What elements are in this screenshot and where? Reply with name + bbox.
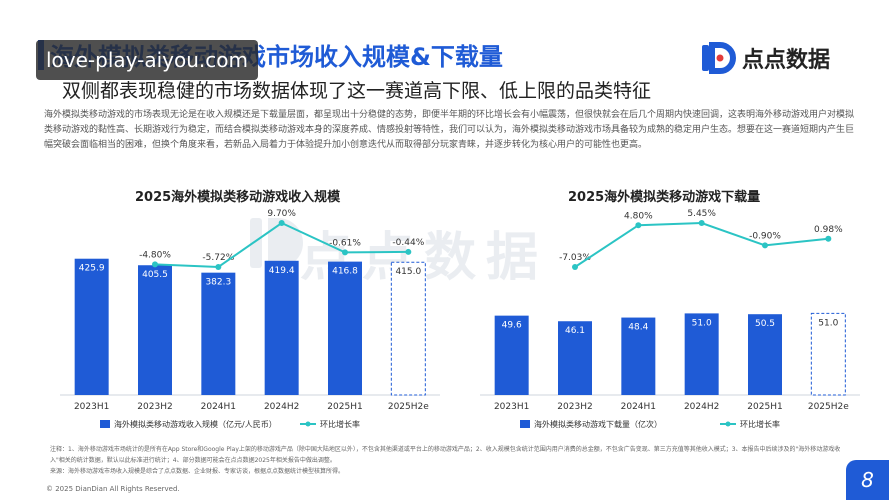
downloads-chart-title: 2025海外模拟类移动游戏下载量 [568, 190, 761, 205]
page-subtitle: 双侧都表现稳健的市场数据体现了这一赛道高下限、低上限的品类特征 [62, 80, 652, 102]
diandian-logo-icon [702, 42, 736, 74]
x-tick-label: 2024H2 [264, 402, 299, 412]
growth-rate-label: -7.03% [559, 253, 591, 263]
x-tick-label: 2023H1 [74, 402, 109, 412]
bar [684, 313, 719, 395]
x-tick-label: 2025H1 [327, 402, 362, 412]
growth-rate-label: -5.72% [202, 253, 234, 263]
x-tick-label: 2024H1 [621, 402, 656, 412]
growth-rate-point [278, 220, 285, 226]
bar [328, 261, 362, 395]
bar-value-label: 419.4 [269, 266, 295, 276]
footnote-notes: 注释：1、海外移动游戏市场统计的是所有在App Store和Google Pla… [50, 446, 841, 464]
growth-rate-label: -0.44% [392, 238, 424, 248]
x-tick-label: 2025H2e [808, 402, 849, 412]
bar [494, 315, 529, 395]
x-tick-label: 2023H2 [557, 402, 592, 412]
bar-value-label: 48.4 [628, 323, 648, 333]
legend-bar-swatch [520, 420, 530, 428]
legend-line-label: 环比增长率 [320, 419, 360, 429]
footnote-source: 来源：海外移动游戏市场收入规模是综合了点点数据、企业财报、专家访谈，根据点点数据… [50, 468, 345, 475]
growth-rate-label: -4.80% [139, 250, 171, 260]
bar [74, 258, 109, 395]
growth-rate-point [825, 235, 832, 242]
growth-rate-label: -0.61% [329, 238, 361, 248]
x-tick-label: 2024H2 [684, 402, 719, 412]
bar-value-label: 425.9 [79, 264, 105, 274]
growth-rate-point [405, 248, 412, 255]
bar-value-label: 51.0 [818, 318, 838, 328]
growth-rate-point [215, 264, 222, 270]
legend-line-label: 环比增长率 [740, 419, 780, 429]
bar-value-label: 51.0 [692, 318, 712, 328]
bar-value-label: 405.5 [142, 270, 168, 280]
bar [201, 272, 236, 395]
growth-rate-label: -0.90% [749, 231, 781, 241]
page-number: 8 [846, 460, 889, 500]
bar-value-label: 50.5 [755, 319, 775, 329]
growth-rate-point [152, 261, 158, 268]
footnote: 注释：1、海外移动游戏市场统计的是所有在App Store和Google Pla… [50, 444, 850, 477]
background-logo-icon [250, 218, 303, 268]
growth-rate-line [574, 221, 829, 268]
bar-value-label: 46.1 [565, 326, 585, 336]
x-tick-label: 2025H2e [388, 402, 429, 412]
bar [748, 314, 782, 395]
bar-value-label: 382.3 [205, 278, 231, 288]
growth-rate-label: 4.80% [624, 211, 653, 221]
revenue-chart: 425.9 2023H1 405.5 2023H2 -4.80% 382.3 2024H1 -… [60, 209, 440, 429]
legend-bar-label: 海外模拟类移动游戏下载量（亿次） [534, 419, 662, 429]
bar [138, 265, 172, 395]
growth-rate-label: 5.45% [687, 209, 716, 219]
growth-rate-point [635, 222, 642, 229]
growth-rate-label: 0.98% [814, 225, 843, 235]
legend-bar-swatch [100, 420, 110, 428]
brand-logo: 点点数据 [700, 40, 830, 76]
growth-rate-line [154, 221, 409, 269]
bar [264, 260, 299, 395]
legend-line-marker [725, 421, 731, 427]
legend-bar-label: 海外模拟类移动游戏收入规模（亿元/人民币） [114, 419, 277, 429]
bar-value-label: 415.0 [395, 267, 421, 277]
downloads-chart: 49.6 2023H1 46.1 2023H2 -7.03% 48.4 2024H1 4.80… [480, 209, 860, 429]
bar [390, 261, 426, 396]
bar-value-label: 416.8 [332, 267, 358, 277]
x-tick-label: 2025H1 [747, 402, 782, 412]
bar [621, 317, 656, 395]
bar-value-label: 49.6 [502, 321, 522, 331]
growth-rate-label: 9.70% [267, 209, 296, 219]
revenue-chart-title: 2025海外模拟类移动游戏收入规模 [135, 190, 341, 205]
bar [810, 312, 846, 396]
x-tick-label: 2023H2 [137, 402, 172, 412]
x-tick-label: 2024H1 [201, 402, 236, 412]
growth-rate-point [762, 242, 768, 249]
legend-line-marker [305, 421, 311, 427]
bar [558, 321, 592, 395]
url-watermark: love-play-aiyou.com [36, 40, 258, 80]
copyright: © 2025 DianDian All Rights Reserved. [46, 485, 180, 493]
growth-rate-point [342, 249, 348, 256]
x-tick-label: 2023H1 [494, 402, 529, 412]
growth-rate-point [572, 264, 578, 270]
growth-rate-point [698, 220, 705, 226]
description-paragraph: 海外模拟类移动游戏的市场表现无论是在收入规模还是下载量层面，都呈现出十分稳健的态… [44, 110, 855, 150]
logo-text: 点点数据 [742, 48, 831, 73]
